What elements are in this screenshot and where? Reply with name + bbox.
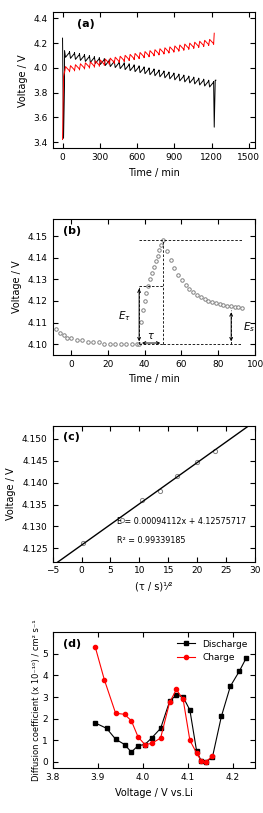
Charge <box>181 694 185 704</box>
Charge <box>175 685 178 694</box>
Charge <box>136 733 140 742</box>
X-axis label: Time / min: Time / min <box>128 374 180 385</box>
Charge <box>103 675 106 685</box>
Text: E = 0.00094112x + 4.12575717: E = 0.00094112x + 4.12575717 <box>117 516 246 525</box>
Charge <box>195 748 198 758</box>
Discharge <box>195 746 198 756</box>
Line: Charge: Charge <box>93 646 214 764</box>
Y-axis label: Voltage / V: Voltage / V <box>18 54 28 107</box>
Text: $E_{s}$: $E_{s}$ <box>243 320 255 333</box>
X-axis label: (τ / s)¹⁄²: (τ / s)¹⁄² <box>135 581 173 591</box>
Discharge <box>143 740 146 750</box>
Charge <box>168 698 171 707</box>
Discharge <box>229 681 232 691</box>
Discharge <box>114 734 117 744</box>
Charge <box>114 708 117 718</box>
Discharge <box>168 697 171 706</box>
Charge <box>188 735 191 745</box>
Discharge <box>175 690 178 700</box>
Y-axis label: Voltage / V: Voltage / V <box>12 261 22 313</box>
Discharge <box>150 733 153 743</box>
Charge <box>159 733 162 743</box>
Discharge <box>136 741 140 750</box>
Charge <box>211 751 214 761</box>
Text: (b): (b) <box>63 226 81 236</box>
Charge <box>200 756 203 766</box>
Discharge <box>130 747 133 757</box>
Text: R² = 0.99339185: R² = 0.99339185 <box>117 536 186 545</box>
Y-axis label: Voltage / V: Voltage / V <box>6 467 16 520</box>
Text: $\tau$: $\tau$ <box>147 331 155 341</box>
Discharge <box>188 705 191 715</box>
Legend: Discharge, Charge: Discharge, Charge <box>175 637 251 665</box>
Text: (d): (d) <box>63 639 81 649</box>
Charge <box>204 757 207 767</box>
Discharge <box>105 724 108 733</box>
Discharge <box>94 718 97 728</box>
Discharge <box>211 753 214 763</box>
Charge <box>94 642 97 652</box>
Discharge <box>245 654 248 663</box>
Line: Discharge: Discharge <box>93 656 248 764</box>
Discharge <box>159 724 162 733</box>
Charge <box>123 710 126 720</box>
Discharge <box>220 711 223 721</box>
Text: (c): (c) <box>63 433 80 442</box>
Text: $E_{\tau}$: $E_{\tau}$ <box>118 309 131 323</box>
Discharge <box>181 692 185 702</box>
Text: (a): (a) <box>77 19 95 29</box>
Charge <box>150 738 153 748</box>
Charge <box>130 716 133 726</box>
X-axis label: Voltage / V vs.Li: Voltage / V vs.Li <box>115 788 193 798</box>
Y-axis label: Diffusion coefficient (x 10⁻¹⁰) / cm² s⁻¹: Diffusion coefficient (x 10⁻¹⁰) / cm² s⁻… <box>32 620 41 781</box>
X-axis label: Time / min: Time / min <box>128 167 180 177</box>
Discharge <box>200 756 203 766</box>
Discharge <box>123 740 126 750</box>
Discharge <box>238 667 241 676</box>
Charge <box>143 740 146 750</box>
Discharge <box>204 757 207 767</box>
